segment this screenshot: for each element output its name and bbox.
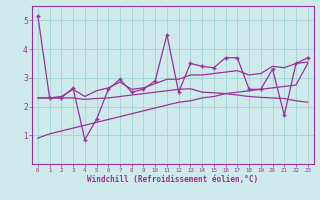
X-axis label: Windchill (Refroidissement éolien,°C): Windchill (Refroidissement éolien,°C) bbox=[87, 175, 258, 184]
